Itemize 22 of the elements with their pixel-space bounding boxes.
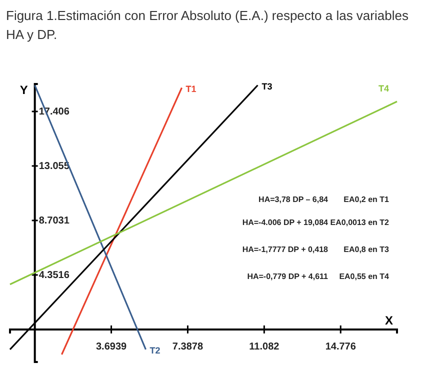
x-tick-label: 11.082 xyxy=(249,341,280,352)
y-tick-label: 13.055 xyxy=(38,161,70,172)
x-tick-label: 3.6939 xyxy=(96,341,128,352)
y-axis-title: Y xyxy=(20,83,28,97)
annotation: HA=-0,779 DP + 4,611 xyxy=(247,272,329,281)
chart-title: Figura 1.Estimación con Error Absoluto (E.A.) respecto a las variables HA y DP. xyxy=(6,7,410,44)
x-tick-label: 7.3878 xyxy=(172,341,204,352)
annotation: EA0,55 en T4 xyxy=(339,272,390,281)
y-tick-label: 8.7031 xyxy=(38,216,70,227)
annotation: EA0,2 en T1 xyxy=(344,195,390,204)
x-tick-label: 14.776 xyxy=(325,341,356,352)
annotation: EA0,8 en T3 xyxy=(344,245,390,254)
series-label: T4 xyxy=(378,84,389,94)
series-label: T3 xyxy=(262,81,272,92)
annotation: HA=-4.006 DP + 19,084 xyxy=(242,218,329,227)
y-tick-label: 4.3516 xyxy=(38,270,70,282)
series-label: T2 xyxy=(150,345,160,356)
x-axis-title: X xyxy=(384,313,393,328)
series-label: T1 xyxy=(186,84,196,94)
annotation: HA=3,78 DP – 6,84 xyxy=(258,195,329,204)
annotation: EA0,0013 en T2 xyxy=(330,218,390,227)
annotation: HA=-1,7777 DP + 0,418 xyxy=(242,245,329,254)
